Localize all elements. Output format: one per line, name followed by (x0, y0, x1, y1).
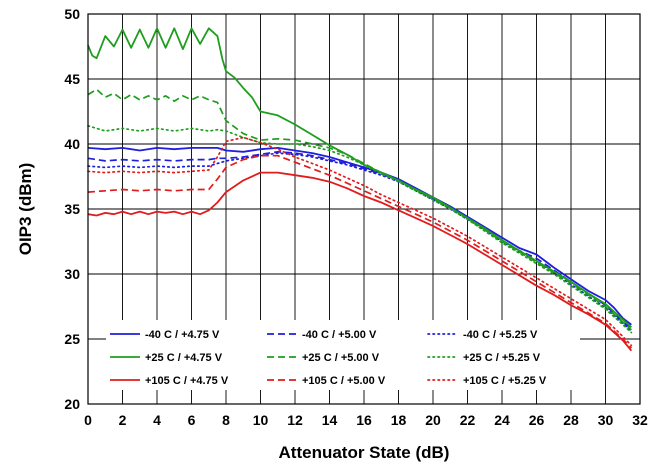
legend-label-8: +105 C / +5.25 V (463, 375, 547, 387)
legend-label-3: +25 C / +4.75 V (145, 352, 223, 364)
x-tick-label-6: 12 (287, 412, 303, 428)
y-tick-label-0: 20 (64, 396, 80, 412)
series-line-3 (87, 27, 633, 328)
legend-label-5: +25 C / +5.25 V (463, 352, 541, 364)
series-line-8 (87, 136, 633, 347)
x-tick-label-0: 0 (84, 412, 92, 428)
series-lines (87, 27, 633, 352)
y-axis-title: OIP3 (dBm) (16, 163, 35, 256)
series-line-4 (87, 88, 632, 331)
x-tick-label-12: 24 (494, 412, 510, 428)
x-tick-label-7: 14 (322, 412, 338, 428)
x-tick-label-5: 10 (253, 412, 269, 428)
tick-labels: 0 2 4 6 8 10 12 14 16 18 20 22 24 26 28 30 3220253035404… (64, 6, 648, 428)
y-tick-label-5: 45 (64, 71, 80, 87)
x-tick-label-3: 6 (188, 412, 196, 428)
series-line-2 (87, 152, 633, 333)
x-tick-label-10: 20 (425, 412, 441, 428)
legend-label-4: +25 C / +5.00 V (302, 352, 380, 364)
x-tick-label-2: 4 (153, 412, 161, 428)
legend-background (106, 320, 580, 390)
x-tick-label-1: 2 (119, 412, 127, 428)
x-tick-label-4: 8 (222, 412, 230, 428)
x-tick-label-15: 30 (598, 412, 614, 428)
legend-label-0: -40 C / +4.75 V (145, 329, 220, 341)
series-line-6 (87, 171, 633, 352)
legend: -40 C / +4.75 V -40 C / +5.00 V -40 C / +5… (106, 320, 580, 390)
legend-label-7: +105 C / +5.00 V (302, 375, 386, 387)
x-tick-label-16: 32 (632, 412, 648, 428)
series-line-5 (87, 124, 633, 334)
series-line-7 (87, 154, 633, 349)
legend-label-6: +105 C / +4.75 V (145, 375, 229, 387)
y-tick-label-6: 50 (64, 6, 80, 22)
plot-frame (87, 13, 641, 405)
x-axis-title: Attenuator State (dB) (279, 443, 450, 462)
y-tick-label-4: 40 (64, 136, 80, 152)
y-tick-label-1: 25 (64, 331, 80, 347)
x-tick-label-9: 18 (391, 412, 407, 428)
y-tick-label-3: 35 (64, 201, 80, 217)
x-tick-label-13: 26 (529, 412, 545, 428)
x-tick-label-14: 28 (563, 412, 579, 428)
y-tick-label-2: 30 (64, 266, 80, 282)
legend-label-1: -40 C / +5.00 V (302, 329, 377, 341)
x-tick-label-8: 16 (356, 412, 372, 428)
x-tick-label-11: 22 (460, 412, 476, 428)
series-line-0 (87, 146, 632, 326)
series-line-1 (87, 150, 632, 330)
legend-label-2: -40 C / +5.25 V (463, 329, 538, 341)
